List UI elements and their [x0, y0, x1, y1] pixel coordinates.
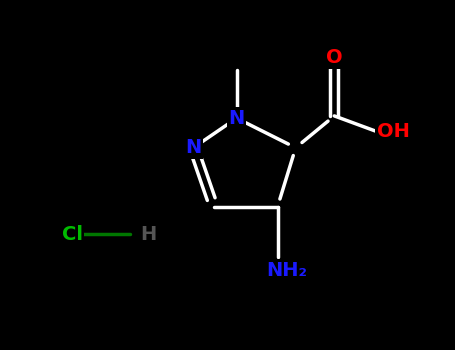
Text: O: O	[326, 48, 343, 67]
Text: N: N	[228, 109, 245, 128]
Text: Cl: Cl	[61, 225, 82, 244]
Text: N: N	[185, 138, 202, 157]
Text: H: H	[140, 225, 156, 244]
Text: OH: OH	[377, 122, 410, 141]
Text: NH₂: NH₂	[266, 261, 307, 280]
